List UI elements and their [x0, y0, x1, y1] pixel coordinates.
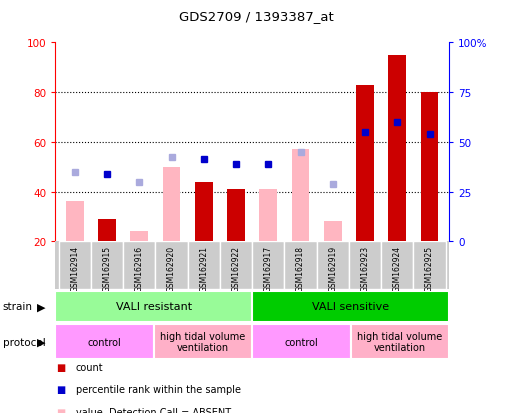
Text: VALI resistant: VALI resistant: [116, 301, 192, 312]
Text: strain: strain: [3, 301, 32, 312]
Text: GSM162924: GSM162924: [393, 245, 402, 292]
Text: protocol: protocol: [3, 337, 45, 347]
Text: GSM162925: GSM162925: [425, 245, 434, 292]
Text: ▶: ▶: [37, 301, 46, 312]
Text: control: control: [88, 337, 122, 347]
Bar: [55, 291, 252, 322]
Text: ■: ■: [56, 407, 66, 413]
Text: ■: ■: [56, 385, 66, 394]
Text: ▶: ▶: [37, 337, 46, 347]
Bar: [163, 182, 181, 242]
Text: GSM162917: GSM162917: [264, 245, 273, 292]
Text: count: count: [76, 362, 104, 372]
Bar: [227, 190, 245, 242]
Bar: [91, 242, 123, 289]
Text: GSM162916: GSM162916: [135, 245, 144, 292]
Text: high tidal volume
ventilation: high tidal volume ventilation: [161, 331, 246, 353]
Bar: [421, 93, 439, 242]
Bar: [130, 232, 148, 242]
Bar: [163, 167, 181, 242]
Bar: [349, 242, 381, 289]
Bar: [350, 324, 449, 359]
Text: control: control: [284, 337, 318, 347]
Text: GSM162915: GSM162915: [103, 245, 111, 292]
Text: ■: ■: [56, 362, 66, 372]
Bar: [252, 291, 449, 322]
Bar: [356, 85, 374, 242]
Bar: [252, 242, 284, 289]
Text: GSM162921: GSM162921: [199, 245, 208, 291]
Bar: [188, 242, 220, 289]
Text: GSM162918: GSM162918: [296, 245, 305, 291]
Bar: [155, 242, 188, 289]
Bar: [388, 56, 406, 242]
Bar: [260, 190, 277, 242]
Bar: [292, 150, 309, 242]
Text: percentile rank within the sample: percentile rank within the sample: [76, 385, 241, 394]
Bar: [58, 242, 91, 289]
Text: GSM162922: GSM162922: [231, 245, 241, 291]
Bar: [195, 182, 212, 242]
Bar: [55, 324, 154, 359]
Bar: [413, 242, 446, 289]
Bar: [381, 242, 413, 289]
Text: GSM162923: GSM162923: [361, 245, 369, 292]
Bar: [123, 242, 155, 289]
Text: GDS2709 / 1393387_at: GDS2709 / 1393387_at: [179, 10, 334, 23]
Text: GSM162914: GSM162914: [70, 245, 79, 292]
Bar: [220, 242, 252, 289]
Bar: [66, 202, 84, 242]
Bar: [252, 324, 350, 359]
Bar: [98, 219, 116, 242]
Bar: [324, 222, 342, 242]
Text: high tidal volume
ventilation: high tidal volume ventilation: [357, 331, 442, 353]
Text: value, Detection Call = ABSENT: value, Detection Call = ABSENT: [76, 407, 231, 413]
Text: GSM162919: GSM162919: [328, 245, 337, 292]
Bar: [317, 242, 349, 289]
Text: VALI sensitive: VALI sensitive: [312, 301, 389, 312]
Text: GSM162920: GSM162920: [167, 245, 176, 292]
Bar: [154, 324, 252, 359]
Bar: [284, 242, 317, 289]
